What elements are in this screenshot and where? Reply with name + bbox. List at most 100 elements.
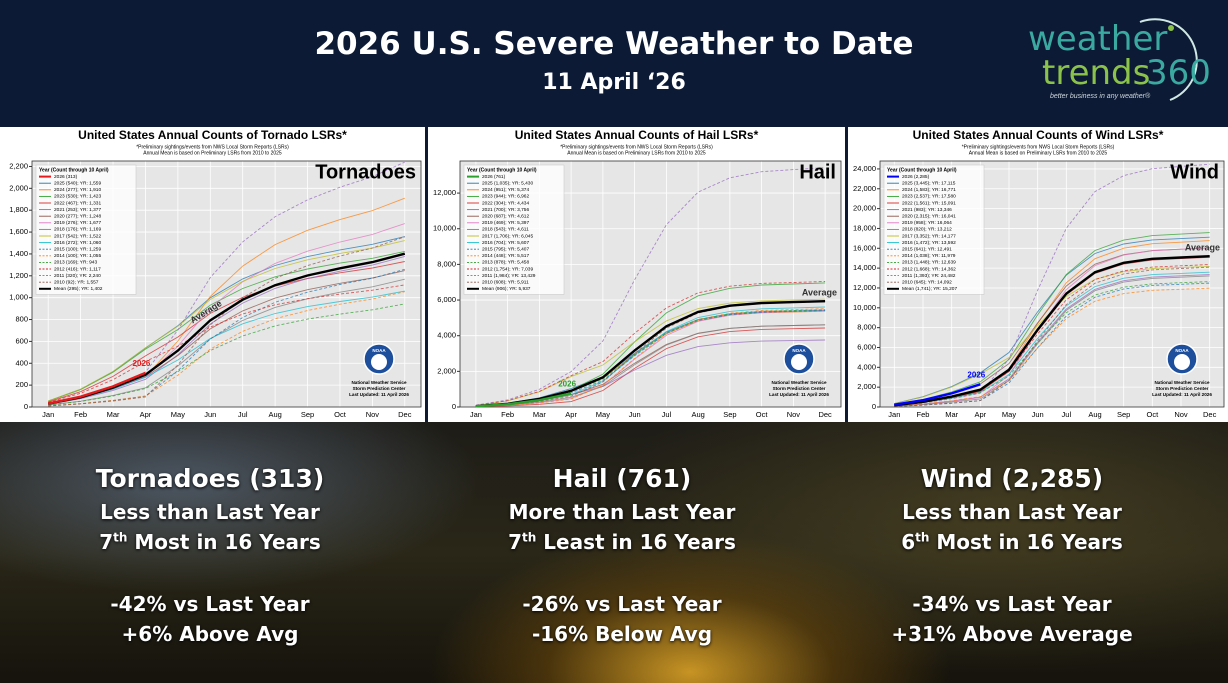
legend-label: 2015 (100); YR: 1,259 (54, 246, 101, 252)
series-line (894, 383, 981, 406)
legend-label: 2024 (1,583); YR: 16,771 (902, 187, 956, 193)
legend-label: 2023 (530); YR: 1,423 (54, 194, 101, 200)
credit-line: Last Updated: 11 April 2026 (349, 392, 409, 397)
logo-word: weather (1028, 19, 1167, 59)
summary-rank: 6th Most in 16 Years (802, 530, 1222, 554)
legend-label: 2016 (272); YR: 1,060 (54, 240, 101, 246)
y-tick-label: 400 (15, 358, 28, 367)
chart-title: United States Annual Counts of Wind LSRs… (913, 128, 1164, 142)
legend-label: 2012 (416); YR: 1,117 (54, 266, 101, 272)
noaa-text: NOAA (372, 348, 386, 353)
y-tick-label: 200 (15, 380, 28, 389)
legend-label: 2021 (253); YR: 1,377 (54, 207, 101, 213)
legend-label: Mean (906); YR: 5,937 (482, 286, 531, 292)
x-tick-label: Dec (398, 410, 412, 419)
legend-label: 2026 (313) (54, 174, 78, 180)
y-tick-label: 2,000 (9, 183, 28, 192)
credit-line: Storm Prediction Center (353, 386, 406, 391)
credit-line: Storm Prediction Center (773, 386, 826, 391)
y-tick-label: 0 (24, 402, 28, 411)
noaa-logo-inner (1174, 354, 1190, 370)
plot-frame (31, 160, 422, 408)
x-tick-label: Mar (945, 410, 958, 419)
y-tick-label: 16,000 (853, 243, 876, 252)
legend-label: 2011 (1,393); YR: 24,482 (902, 273, 956, 279)
legend-label: 2016 (704); YR: 5,607 (482, 240, 529, 246)
x-tick-label: Jun (1032, 410, 1044, 419)
rank-suffix: th (915, 530, 930, 545)
chart-title: United States Annual Counts of Hail LSRs… (515, 128, 759, 142)
y-tick-label: 0 (452, 402, 456, 411)
logo-word: trends (1042, 53, 1150, 93)
legend-label: 2026 (2,285) (902, 174, 930, 180)
summary-vs-last-year: -42% vs Last Year (110, 592, 310, 616)
x-tick-label: Apr (565, 410, 577, 419)
legend-label: 2018 (543); YR: 4,611 (482, 227, 529, 233)
series-line (48, 240, 405, 402)
y-tick-label: 24,000 (853, 164, 876, 173)
legend-label: 2022 (467); YR: 1,331 (54, 200, 101, 206)
legend-label: 2014 (448); YR: 5,517 (482, 253, 529, 259)
legend-label: 2021 (983); YR: 13,346 (902, 207, 952, 213)
chart-note: Annual Mean is based on Preliminary LSRs… (143, 150, 282, 156)
x-tick-label: Aug (1088, 410, 1101, 419)
y-tick-label: 6,000 (437, 295, 456, 304)
legend-label: 2014 (100); YR: 1,055 (54, 253, 101, 259)
x-tick-label: Jul (662, 410, 672, 419)
x-tick-label: Jun (629, 410, 641, 419)
x-tick-label: Jan (470, 410, 482, 419)
legend-label: 2026 (761) (482, 174, 506, 180)
x-tick-label: Nov (787, 410, 801, 419)
series-line (475, 327, 826, 408)
x-tick-label: Feb (917, 410, 930, 419)
summary-vs-last-year: -34% vs Last Year (912, 592, 1112, 616)
x-tick-label: May (596, 410, 610, 419)
credit-line: National Weather Service (771, 380, 827, 385)
legend-label: 2019 (469); YR: 5,397 (482, 220, 529, 226)
series-line (48, 255, 405, 405)
x-tick-label: Apr (140, 410, 152, 419)
legend-label: 2020 (277); YR: 1,248 (54, 213, 101, 219)
series-line (475, 324, 826, 407)
logo-tagline: better business in any weather® (1050, 92, 1151, 100)
rank-number: 7 (508, 530, 523, 554)
annotation: 2026 (967, 370, 985, 379)
legend-label: 2017 (1,706); YR: 6,045 (482, 233, 533, 239)
noaa-text: NOAA (1175, 348, 1189, 353)
series-line (475, 298, 826, 406)
summary-heading: Hail (761) (552, 464, 692, 493)
series-line (47, 371, 146, 405)
y-tick-label: 12,000 (853, 283, 876, 292)
x-tick-label: Nov (366, 410, 380, 419)
y-tick-label: 8,000 (857, 323, 876, 332)
x-tick-label: Sep (723, 410, 736, 419)
series-line (475, 308, 826, 408)
annotation: 2026 (558, 380, 576, 389)
legend-label: 2019 (958); YR: 16,064 (902, 220, 952, 226)
chart-title: United States Annual Counts of Tornado L… (78, 128, 347, 142)
legend-label: 2018 (820); YR: 13,212 (902, 227, 952, 233)
legend-title: Year (Count through 10 April) (39, 167, 109, 173)
y-tick-label: 4,000 (437, 331, 456, 340)
x-tick-label: Nov (1174, 410, 1188, 419)
annotation: Average (1185, 243, 1220, 253)
legend-label: 2023 (944); YR: 6,962 (482, 194, 529, 200)
summary-vs-average: +6% Above Avg (121, 622, 299, 646)
credit-line: National Weather Service (351, 380, 407, 385)
legend-label: 2014 (1,038); YR: 11,979 (902, 253, 956, 259)
title: 2026 U.S. Severe Weather to Date (314, 26, 914, 62)
legend-box (463, 164, 565, 295)
credit-line: Last Updated: 11 April 2026 (769, 392, 829, 397)
chart-note: Annual Mean is based on Preliminary LSRs… (969, 150, 1108, 156)
x-tick-label: May (171, 410, 185, 419)
x-tick-label: Dec (818, 410, 832, 419)
legend-label: 2020 (2,315); YR: 16,041 (902, 213, 956, 219)
series-line (48, 303, 405, 406)
series-line (894, 236, 1210, 405)
y-tick-label: 0 (872, 402, 876, 411)
mean-line (894, 255, 1210, 407)
summary-rank: 7th Most in 16 Years (0, 530, 420, 554)
header: 2026 U.S. Severe Weather to Date 11 Apri… (0, 0, 1228, 126)
legend-label: 2011 (1,984); YR: 13,429 (482, 273, 536, 279)
